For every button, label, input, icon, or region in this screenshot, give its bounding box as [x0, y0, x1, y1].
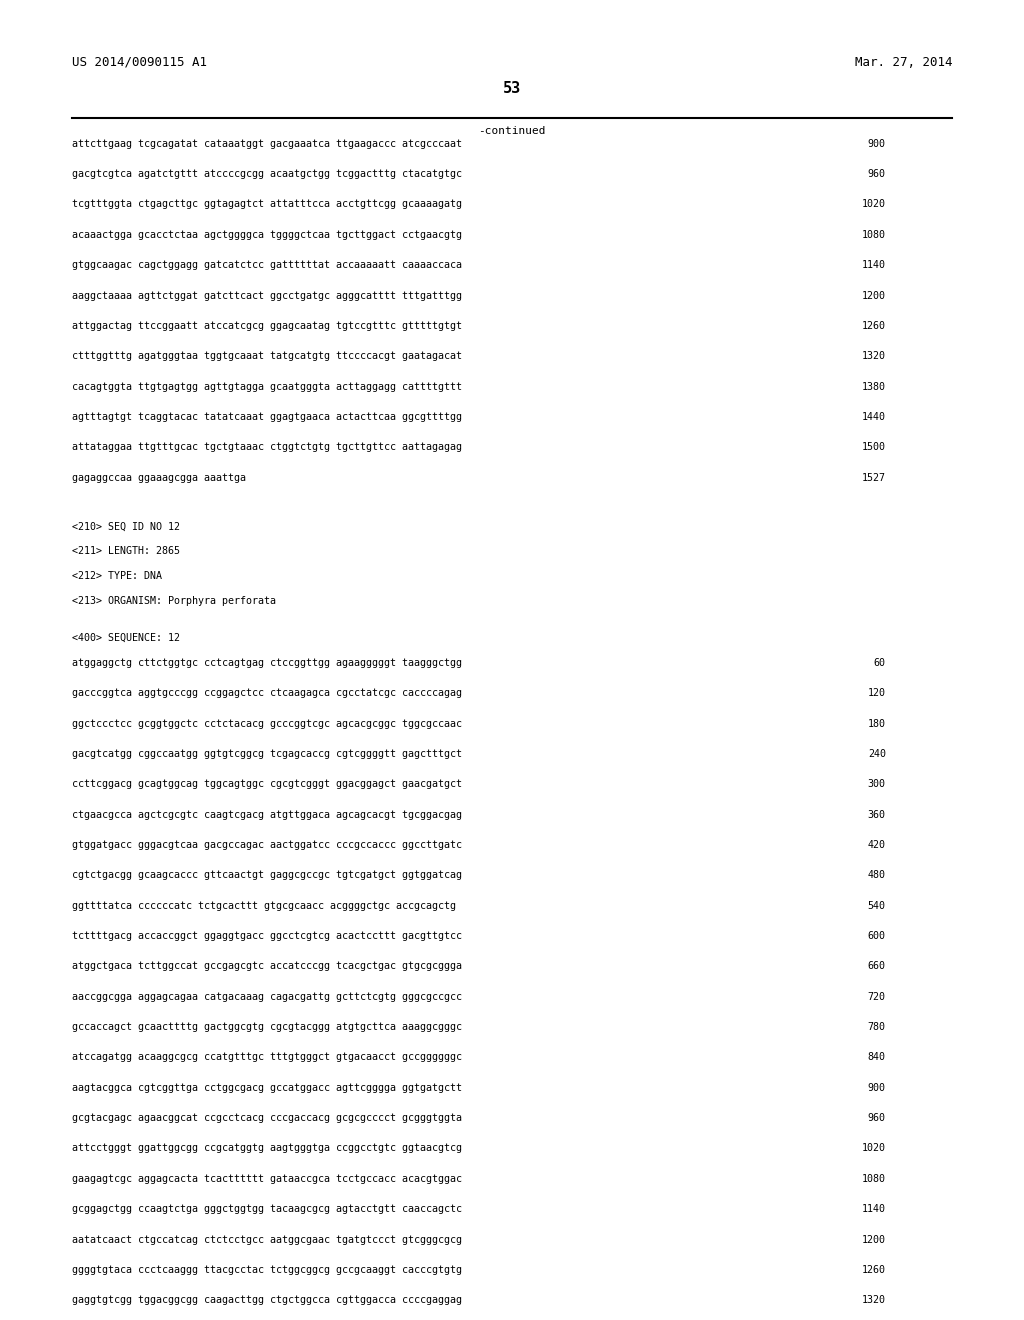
Text: 240: 240 — [867, 748, 886, 759]
Text: 53: 53 — [503, 81, 521, 95]
Text: 1020: 1020 — [862, 1143, 886, 1154]
Text: 1440: 1440 — [862, 412, 886, 422]
Text: 1380: 1380 — [862, 381, 886, 392]
Text: 540: 540 — [867, 900, 886, 911]
Text: tcgtttggta ctgagcttgc ggtagagtct attatttcca acctgttcgg gcaaaagatg: tcgtttggta ctgagcttgc ggtagagtct attattt… — [72, 199, 462, 210]
Text: <211> LENGTH: 2865: <211> LENGTH: 2865 — [72, 546, 179, 556]
Text: ccttcggacg gcagtggcag tggcagtggc cgcgtcgggt ggacggagct gaacgatgct: ccttcggacg gcagtggcag tggcagtggc cgcgtcg… — [72, 779, 462, 789]
Text: aatatcaact ctgccatcag ctctcctgcc aatggcgaac tgatgtccct gtcgggcgcg: aatatcaact ctgccatcag ctctcctgcc aatggcg… — [72, 1234, 462, 1245]
Text: acaaactgga gcacctctaa agctggggca tggggctcaa tgcttggact cctgaacgtg: acaaactgga gcacctctaa agctggggca tggggct… — [72, 230, 462, 240]
Text: 1200: 1200 — [862, 290, 886, 301]
Text: gccaccagct gcaacttttg gactggcgtg cgcgtacggg atgtgcttca aaaggcgggc: gccaccagct gcaacttttg gactggcgtg cgcgtac… — [72, 1022, 462, 1032]
Text: gaggtgtcgg tggacggcgg caagacttgg ctgctggcca cgttggacca ccccgaggag: gaggtgtcgg tggacggcgg caagacttgg ctgctgg… — [72, 1295, 462, 1305]
Text: 900: 900 — [867, 139, 886, 149]
Text: ggctccctcc gcggtggctc cctctacacg gcccggtcgc agcacgcggc tggcgccaac: ggctccctcc gcggtggctc cctctacacg gcccggt… — [72, 718, 462, 729]
Text: 960: 960 — [867, 169, 886, 180]
Text: atccagatgg acaaggcgcg ccatgtttgc tttgtgggct gtgacaacct gccggggggc: atccagatgg acaaggcgcg ccatgtttgc tttgtgg… — [72, 1052, 462, 1063]
Text: 1260: 1260 — [862, 321, 886, 331]
Text: 900: 900 — [867, 1082, 886, 1093]
Text: attggactag ttccggaatt atccatcgcg ggagcaatag tgtccgtttc gtttttgtgt: attggactag ttccggaatt atccatcgcg ggagcaa… — [72, 321, 462, 331]
Text: US 2014/0090115 A1: US 2014/0090115 A1 — [72, 55, 207, 69]
Text: gtggcaagac cagctggagg gatcatctcc gattttttat accaaaaatt caaaaccaca: gtggcaagac cagctggagg gatcatctcc gattttt… — [72, 260, 462, 271]
Text: <400> SEQUENCE: 12: <400> SEQUENCE: 12 — [72, 634, 179, 643]
Text: gcgtacgagc agaacggcat ccgcctcacg cccgaccacg gcgcgcccct gcgggtggta: gcgtacgagc agaacggcat ccgcctcacg cccgacc… — [72, 1113, 462, 1123]
Text: <210> SEQ ID NO 12: <210> SEQ ID NO 12 — [72, 521, 179, 532]
Text: agtttagtgt tcaggtacac tatatcaaat ggagtgaaca actacttcaa ggcgttttgg: agtttagtgt tcaggtacac tatatcaaat ggagtga… — [72, 412, 462, 422]
Text: 120: 120 — [867, 688, 886, 698]
Text: aagtacggca cgtcggttga cctggcgacg gccatggacc agttcgggga ggtgatgctt: aagtacggca cgtcggttga cctggcgacg gccatgg… — [72, 1082, 462, 1093]
Text: gacccggtca aggtgcccgg ccggagctcc ctcaagagca cgcctatcgc caccccagag: gacccggtca aggtgcccgg ccggagctcc ctcaaga… — [72, 688, 462, 698]
Text: 780: 780 — [867, 1022, 886, 1032]
Text: cgtctgacgg gcaagcaccc gttcaactgt gaggcgccgc tgtcgatgct ggtggatcag: cgtctgacgg gcaagcaccc gttcaactgt gaggcgc… — [72, 870, 462, 880]
Text: cacagtggta ttgtgagtgg agttgtagga gcaatgggta acttaggagg cattttgttt: cacagtggta ttgtgagtgg agttgtagga gcaatgg… — [72, 381, 462, 392]
Text: attcttgaag tcgcagatat cataaatggt gacgaaatca ttgaagaccc atcgcccaat: attcttgaag tcgcagatat cataaatggt gacgaaa… — [72, 139, 462, 149]
Text: gaagagtcgc aggagcacta tcactttttt gataaccgca tcctgccacc acacgtggac: gaagagtcgc aggagcacta tcactttttt gataacc… — [72, 1173, 462, 1184]
Text: 480: 480 — [867, 870, 886, 880]
Text: attataggaa ttgtttgcac tgctgtaaac ctggtctgtg tgcttgttcc aattagagag: attataggaa ttgtttgcac tgctgtaaac ctggtct… — [72, 442, 462, 453]
Text: atggaggctg cttctggtgc cctcagtgag ctccggttgg agaagggggt taagggctgg: atggaggctg cttctggtgc cctcagtgag ctccggt… — [72, 657, 462, 668]
Text: -continued: -continued — [478, 127, 546, 136]
Text: 1140: 1140 — [862, 260, 886, 271]
Text: 720: 720 — [867, 991, 886, 1002]
Text: <212> TYPE: DNA: <212> TYPE: DNA — [72, 572, 162, 581]
Text: 1527: 1527 — [862, 473, 886, 483]
Text: 300: 300 — [867, 779, 886, 789]
Text: aaccggcgga aggagcagaa catgacaaag cagacgattg gcttctcgtg gggcgccgcc: aaccggcgga aggagcagaa catgacaaag cagacga… — [72, 991, 462, 1002]
Text: 840: 840 — [867, 1052, 886, 1063]
Text: 1320: 1320 — [862, 351, 886, 362]
Text: atggctgaca tcttggccat gccgagcgtc accatcccgg tcacgctgac gtgcgcggga: atggctgaca tcttggccat gccgagcgtc accatcc… — [72, 961, 462, 972]
Text: 360: 360 — [867, 809, 886, 820]
Text: ggggtgtaca ccctcaaggg ttacgcctac tctggcggcg gccgcaaggt cacccgtgtg: ggggtgtaca ccctcaaggg ttacgcctac tctggcg… — [72, 1265, 462, 1275]
Text: 180: 180 — [867, 718, 886, 729]
Text: 1080: 1080 — [862, 230, 886, 240]
Text: 1140: 1140 — [862, 1204, 886, 1214]
Text: Mar. 27, 2014: Mar. 27, 2014 — [855, 55, 952, 69]
Text: 1500: 1500 — [862, 442, 886, 453]
Text: ctgaacgcca agctcgcgtc caagtcgacg atgttggaca agcagcacgt tgcggacgag: ctgaacgcca agctcgcgtc caagtcgacg atgttgg… — [72, 809, 462, 820]
Text: tcttttgacg accaccggct ggaggtgacc ggcctcgtcg acactccttt gacgttgtcc: tcttttgacg accaccggct ggaggtgacc ggcctcg… — [72, 931, 462, 941]
Text: 660: 660 — [867, 961, 886, 972]
Text: 1320: 1320 — [862, 1295, 886, 1305]
Text: 420: 420 — [867, 840, 886, 850]
Text: aaggctaaaa agttctggat gatcttcact ggcctgatgc agggcatttt tttgatttgg: aaggctaaaa agttctggat gatcttcact ggcctga… — [72, 290, 462, 301]
Text: gacgtcgtca agatctgttt atccccgcgg acaatgctgg tcggactttg ctacatgtgc: gacgtcgtca agatctgttt atccccgcgg acaatgc… — [72, 169, 462, 180]
Text: attcctgggt ggattggcgg ccgcatggtg aagtgggtga ccggcctgtc ggtaacgtcg: attcctgggt ggattggcgg ccgcatggtg aagtggg… — [72, 1143, 462, 1154]
Text: gacgtcatgg cggccaatgg ggtgtcggcg tcgagcaccg cgtcggggtt gagctttgct: gacgtcatgg cggccaatgg ggtgtcggcg tcgagca… — [72, 748, 462, 759]
Text: 1200: 1200 — [862, 1234, 886, 1245]
Text: gcggagctgg ccaagtctga gggctggtgg tacaagcgcg agtacctgtt caaccagctc: gcggagctgg ccaagtctga gggctggtgg tacaagc… — [72, 1204, 462, 1214]
Text: 600: 600 — [867, 931, 886, 941]
Text: 60: 60 — [873, 657, 886, 668]
Text: 960: 960 — [867, 1113, 886, 1123]
Text: gtggatgacc gggacgtcaa gacgccagac aactggatcc cccgccaccc ggccttgatc: gtggatgacc gggacgtcaa gacgccagac aactgga… — [72, 840, 462, 850]
Text: ggttttatca ccccccatc tctgcacttt gtgcgcaacc acggggctgc accgcagctg: ggttttatca ccccccatc tctgcacttt gtgcgcaa… — [72, 900, 456, 911]
Text: gagaggccaa ggaaagcgga aaattga: gagaggccaa ggaaagcgga aaattga — [72, 473, 246, 483]
Text: 1080: 1080 — [862, 1173, 886, 1184]
Text: ctttggtttg agatgggtaa tggtgcaaat tatgcatgtg ttccccacgt gaatagacat: ctttggtttg agatgggtaa tggtgcaaat tatgcat… — [72, 351, 462, 362]
Text: <213> ORGANISM: Porphyra perforata: <213> ORGANISM: Porphyra perforata — [72, 595, 275, 606]
Text: 1020: 1020 — [862, 199, 886, 210]
Text: 1260: 1260 — [862, 1265, 886, 1275]
